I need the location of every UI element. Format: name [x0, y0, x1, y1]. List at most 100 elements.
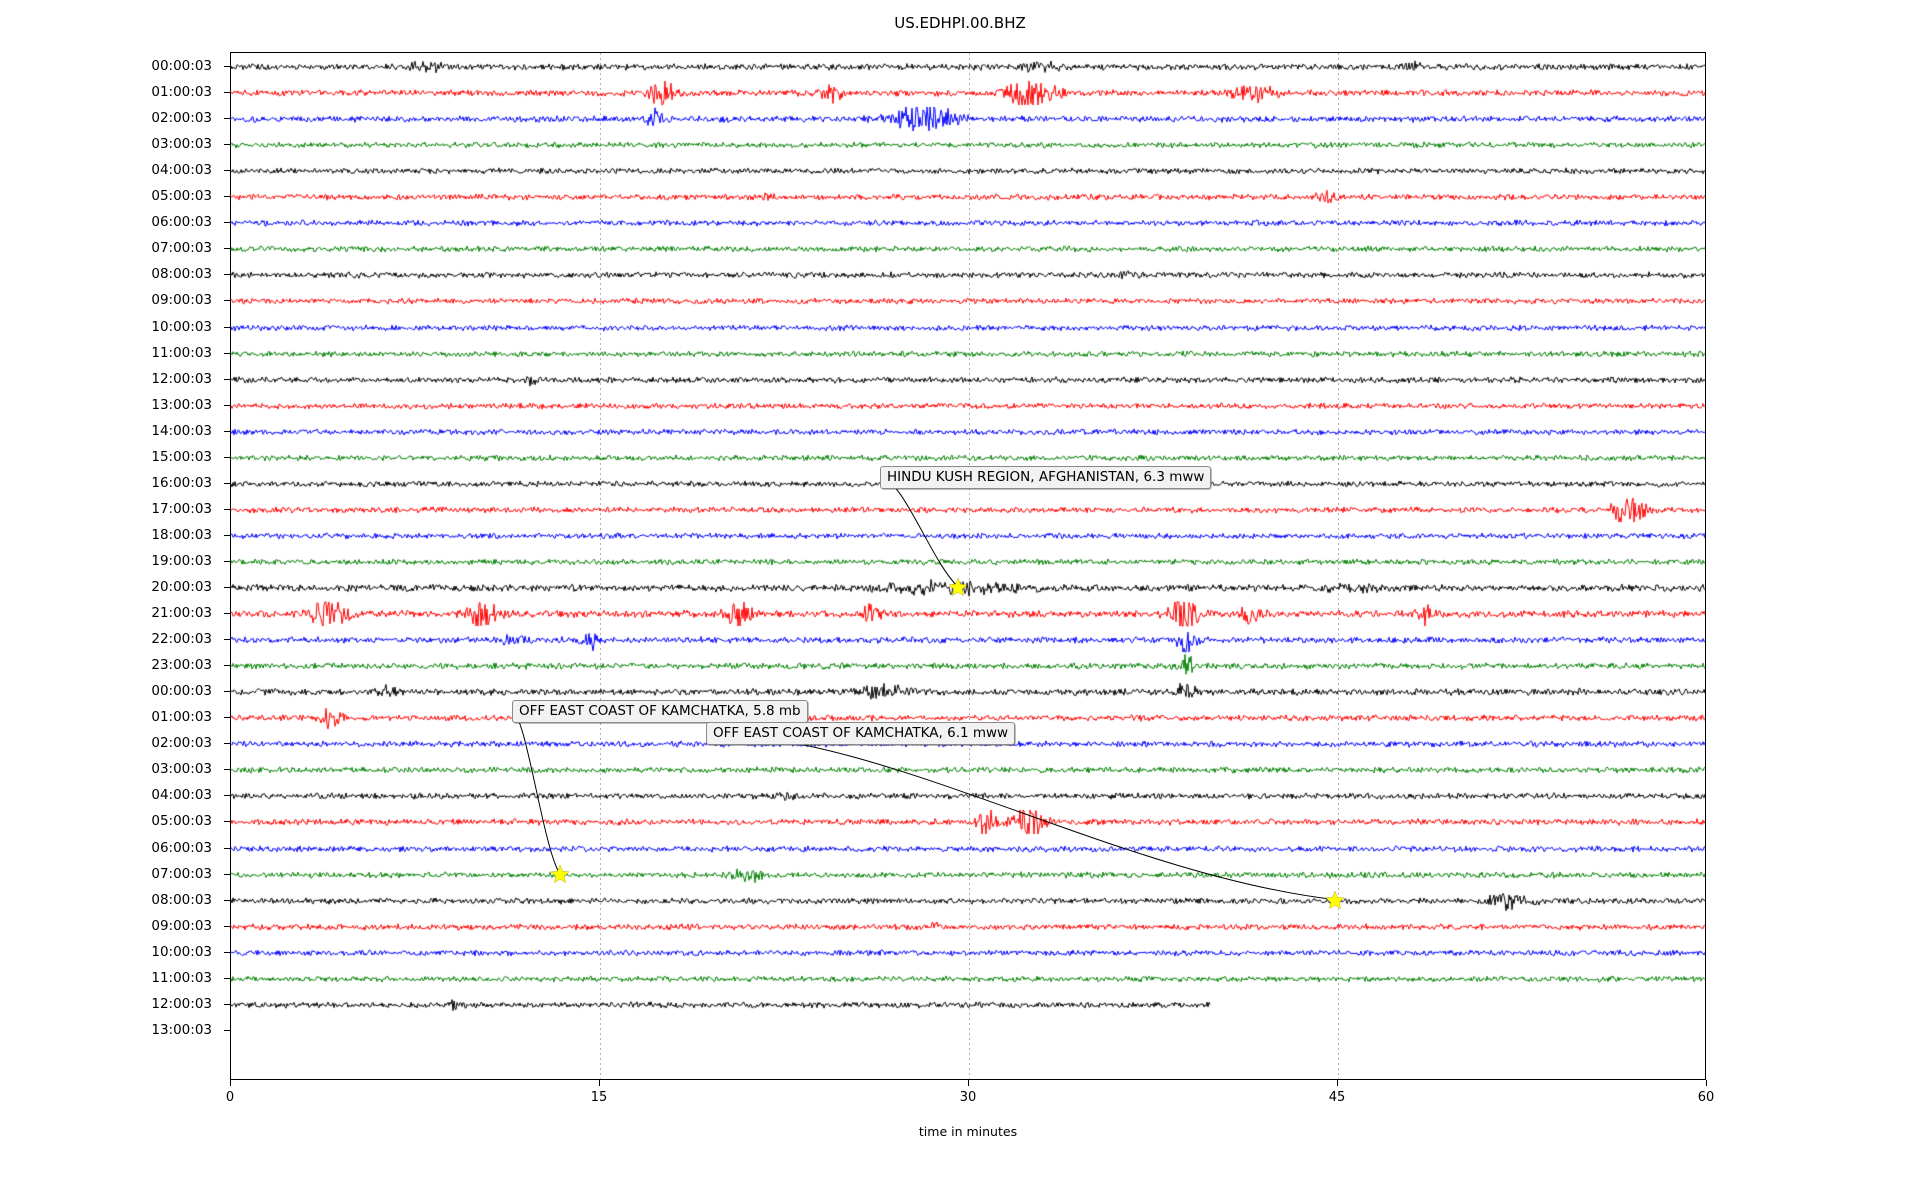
trace-row [231, 887, 1705, 914]
event-annotation-label[interactable]: OFF EAST COAST OF KAMCHATKA, 5.8 mb [512, 700, 808, 723]
y-axis-tick [224, 66, 230, 67]
y-axis-tick [224, 456, 230, 458]
trace-row [231, 913, 1705, 940]
y-axis-tick-label: 04:00:03 [151, 787, 212, 804]
trace-row [231, 965, 1705, 992]
y-axis-tick [224, 1003, 230, 1005]
y-axis-tick-label: 14:00:03 [151, 422, 212, 439]
x-axis-title: time in minutes [918, 1124, 1018, 1139]
trace-row [231, 288, 1705, 315]
y-axis-tick-label: 12:00:03 [151, 995, 212, 1012]
trace-row [231, 653, 1705, 680]
plot-title: US.EDHPI.00.BHZ [894, 14, 1026, 32]
event-star-marker[interactable] [1324, 890, 1345, 909]
y-axis-tick [224, 144, 230, 146]
y-axis-tick-label: 00:00:03 [151, 683, 212, 700]
y-axis-tick [224, 1029, 230, 1031]
y-axis-tick [224, 482, 230, 484]
y-axis-tick [224, 404, 230, 406]
x-axis-tick [599, 1080, 600, 1086]
y-axis-tick [224, 743, 230, 745]
y-axis-tick [224, 118, 230, 120]
trace-row [231, 106, 1705, 133]
x-axis-tick [1706, 1080, 1707, 1086]
event-annotation-label[interactable]: HINDU KUSH REGION, AFGHANISTAN, 6.3 mww [880, 466, 1212, 489]
y-axis-tick-label: 02:00:03 [151, 110, 212, 127]
y-axis-tick-label: 11:00:03 [151, 344, 212, 361]
y-axis-tick-label: 08:00:03 [151, 266, 212, 283]
y-axis-tick-label: 18:00:03 [151, 526, 212, 543]
event-star-marker[interactable] [550, 864, 570, 883]
trace-row [231, 366, 1705, 393]
y-axis-tick [224, 274, 230, 276]
trace-row [231, 262, 1705, 289]
y-axis-tick-label: 01:00:03 [151, 709, 212, 726]
y-axis-tick-label: 08:00:03 [151, 891, 212, 908]
y-axis-tick [224, 925, 230, 927]
trace-row [231, 418, 1705, 445]
y-axis-tick [224, 951, 230, 953]
y-axis-tick-label: 03:00:03 [151, 136, 212, 153]
y-axis-tick-label: 07:00:03 [151, 865, 212, 882]
y-axis-tick-label: 09:00:03 [151, 292, 212, 309]
y-axis-tick [224, 873, 230, 875]
y-axis-tick [224, 508, 230, 510]
y-axis-tick [224, 378, 230, 380]
trace-row [231, 757, 1705, 784]
trace-row [231, 184, 1705, 211]
trace-row [231, 496, 1705, 523]
y-axis-tick-label: 02:00:03 [151, 735, 212, 752]
y-axis-tick [224, 587, 230, 588]
trace-row [231, 809, 1705, 836]
y-axis-tick-label: 04:00:03 [151, 162, 212, 179]
y-axis-tick-label: 23:00:03 [151, 657, 212, 674]
y-axis-tick [224, 847, 230, 849]
y-axis-tick-label: 00:00:03 [151, 58, 212, 74]
y-axis-tick [224, 430, 230, 432]
y-axis-tick [224, 639, 230, 641]
y-axis-tick [224, 248, 230, 250]
y-axis-tick-label: 06:00:03 [151, 839, 212, 856]
event-annotation-label[interactable]: OFF EAST COAST OF KAMCHATKA, 6.1 mww [706, 722, 1016, 745]
y-axis-tick [224, 300, 230, 302]
trace-row [231, 314, 1705, 341]
y-axis-tick [224, 92, 230, 94]
y-axis-tick-label: 06:00:03 [151, 214, 212, 231]
y-axis-tick-label: 05:00:03 [151, 188, 212, 205]
y-axis-tick [224, 613, 230, 615]
trace-row [231, 835, 1705, 862]
y-axis-tick [224, 899, 230, 901]
y-axis-tick [224, 222, 230, 224]
y-axis-tick [224, 352, 230, 354]
trace-row [231, 783, 1705, 810]
x-axis-tick-label: 45 [1328, 1090, 1346, 1105]
y-axis-tick-label: 11:00:03 [151, 969, 212, 986]
y-axis-tick [224, 534, 230, 536]
y-axis-tick-label: 13:00:03 [151, 1021, 212, 1038]
y-axis-tick [224, 326, 230, 328]
trace-row [231, 939, 1705, 966]
y-axis-tick-label: 22:00:03 [151, 631, 212, 648]
trace-row [231, 548, 1705, 575]
event-star-marker[interactable] [948, 577, 968, 597]
y-axis-tick-label: 01:00:03 [151, 84, 212, 101]
trace-row [231, 132, 1705, 159]
y-axis-tick-label: 20:00:03 [151, 579, 212, 595]
y-axis-tick-label: 07:00:03 [151, 240, 212, 257]
trace-row [231, 991, 1705, 1018]
trace-row [231, 80, 1705, 107]
y-axis-tick-label: 16:00:03 [151, 474, 212, 491]
x-axis-tick-label: 60 [1697, 1090, 1715, 1105]
y-axis-tick [224, 560, 230, 562]
y-axis-tick-label: 17:00:03 [151, 500, 212, 517]
trace-row [231, 340, 1705, 367]
trace-row [231, 601, 1705, 628]
y-axis-tick-label: 10:00:03 [151, 318, 212, 335]
y-axis-tick-label: 21:00:03 [151, 605, 212, 622]
y-axis-tick [224, 665, 230, 667]
trace-row [231, 861, 1705, 888]
y-axis-tick-label: 09:00:03 [151, 917, 212, 934]
trace-row [231, 679, 1705, 706]
trace-row [231, 236, 1705, 263]
